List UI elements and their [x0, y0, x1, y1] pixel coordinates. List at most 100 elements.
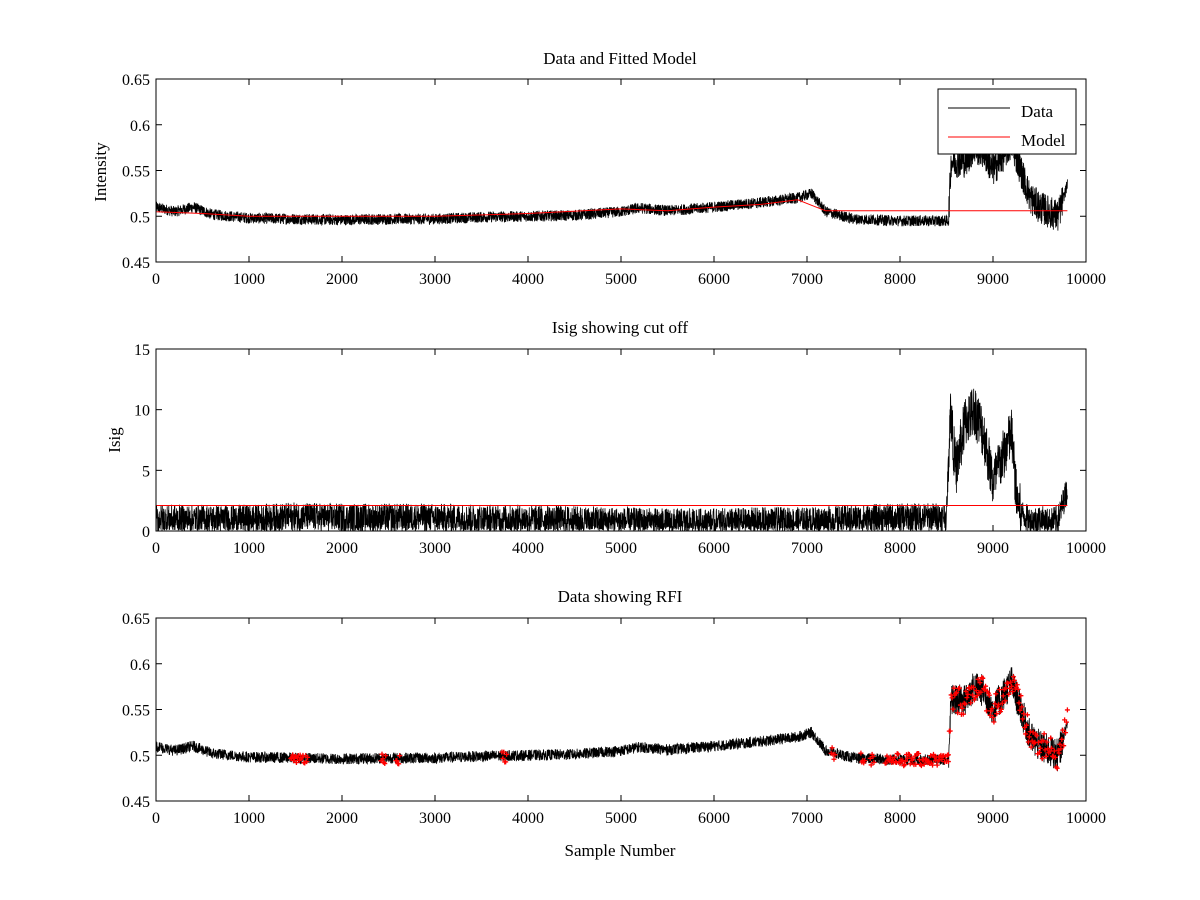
rfi-point — [928, 753, 934, 759]
rfi-markers — [288, 674, 1070, 771]
legend-model-label: Model — [1021, 131, 1066, 150]
x-tick-label: 3000 — [419, 540, 451, 557]
rfi-point — [1059, 736, 1065, 742]
rfi-point — [1023, 722, 1029, 728]
rfi-point — [965, 691, 971, 697]
rfi-point — [1061, 743, 1067, 749]
panel-3-title: Data showing RFI — [558, 587, 683, 606]
rfi-point — [963, 688, 969, 694]
x-tick-label: 2000 — [326, 540, 358, 557]
panel-data-rfi: Data showing RFI 0 1000 2000 3000 4000 5000 60… — [122, 587, 1106, 860]
rfi-point — [1023, 731, 1029, 737]
rfi-point — [1063, 730, 1069, 736]
rfi-point — [832, 752, 838, 758]
rfi-point — [988, 708, 994, 714]
rfi-point — [992, 701, 998, 707]
rfi-point — [951, 685, 957, 691]
y-tick-label: 0.45 — [122, 255, 150, 272]
rfi-point — [902, 762, 908, 768]
x-tick-label: 1000 — [233, 271, 265, 288]
rfi-point — [987, 712, 993, 718]
rfi-point — [1037, 750, 1042, 756]
rfi-point — [1048, 735, 1054, 741]
rfi-point — [858, 750, 864, 756]
rfi-point — [971, 697, 977, 703]
rfi-point — [957, 702, 963, 708]
rfi-point — [1019, 704, 1025, 710]
panel-3-xlabel: Sample Number — [565, 841, 676, 860]
rfi-point — [930, 762, 936, 768]
x-tick-label: 3000 — [419, 271, 451, 288]
x-tick-label: 5000 — [605, 540, 637, 557]
rfi-point — [983, 708, 989, 714]
y-tick-label: 0.5 — [130, 209, 150, 226]
panel-2-title: Isig showing cut off — [552, 318, 688, 337]
rfi-point — [1016, 700, 1022, 706]
rfi-point — [831, 756, 837, 762]
rfi-point — [1042, 747, 1048, 753]
x-tick-label: 7000 — [791, 810, 823, 827]
y-tick-label: 0.55 — [122, 164, 150, 181]
rfi-point — [962, 701, 968, 707]
rfi-point — [500, 755, 506, 761]
rfi-point — [1039, 756, 1045, 762]
rfi-point — [829, 745, 835, 751]
y-tick-label: 10 — [134, 403, 150, 420]
rfi-point — [1056, 750, 1062, 756]
rfi-point — [1008, 679, 1014, 685]
rfi-point — [1024, 712, 1030, 718]
x-tick-label: 10000 — [1066, 810, 1106, 827]
rfi-point — [304, 759, 310, 765]
rfi-point — [921, 761, 927, 767]
rfi-point — [954, 690, 960, 696]
rfi-point — [959, 705, 965, 711]
rfi-point — [870, 754, 876, 760]
x-tick-label: 8000 — [884, 271, 916, 288]
rfi-point — [1037, 745, 1043, 751]
x-tick-label: 7000 — [791, 271, 823, 288]
rfi-point — [397, 753, 403, 759]
rfi-point — [1000, 693, 1006, 699]
rfi-point — [934, 762, 940, 768]
rfi-point — [1020, 716, 1026, 722]
rfi-point — [991, 719, 997, 725]
rfi-point — [930, 751, 936, 757]
rfi-point — [1010, 674, 1016, 680]
rfi-point — [501, 749, 507, 755]
rfi-point — [1002, 698, 1008, 704]
rfi-point — [895, 751, 901, 757]
rfi-point — [1054, 765, 1060, 771]
rfi-point — [950, 706, 956, 712]
rfi-point — [1055, 747, 1061, 753]
x-tick-label: 9000 — [977, 540, 1009, 557]
rfi-point — [945, 759, 951, 765]
rfi-point — [978, 689, 984, 695]
rfi-point — [1040, 738, 1046, 744]
rfi-point — [1064, 707, 1070, 713]
rfi-point — [939, 757, 945, 763]
rfi-point — [970, 692, 976, 698]
rfi-point — [862, 758, 868, 764]
rfi-point — [1009, 683, 1015, 689]
x-tick-label: 9000 — [977, 271, 1009, 288]
panel-1-title: Data and Fitted Model — [543, 49, 697, 68]
rfi-point — [1017, 707, 1023, 713]
rfi-point — [1006, 691, 1012, 697]
rfi-point — [957, 685, 963, 691]
x-tick-label: 1000 — [233, 540, 265, 557]
x-tick-label: 6000 — [698, 540, 730, 557]
x-tick-label: 0 — [152, 271, 160, 288]
rfi-point — [1058, 746, 1064, 752]
rfi-point — [1043, 753, 1049, 759]
legend-data-label: Data — [1021, 102, 1054, 121]
panel-isig-cutoff: Isig showing cut off Isig 0 1000 2000 3000 4… — [105, 318, 1106, 557]
rfi-point — [989, 706, 995, 712]
rfi-point — [394, 758, 400, 764]
rfi-point — [1025, 739, 1031, 745]
y-tick-label: 0.45 — [122, 794, 150, 811]
rfi-point — [893, 759, 899, 765]
x-tick-label: 10000 — [1066, 271, 1106, 288]
rfi-point — [1063, 719, 1069, 725]
y-tick-label: 0.55 — [122, 703, 150, 720]
rfi-point — [949, 695, 955, 701]
